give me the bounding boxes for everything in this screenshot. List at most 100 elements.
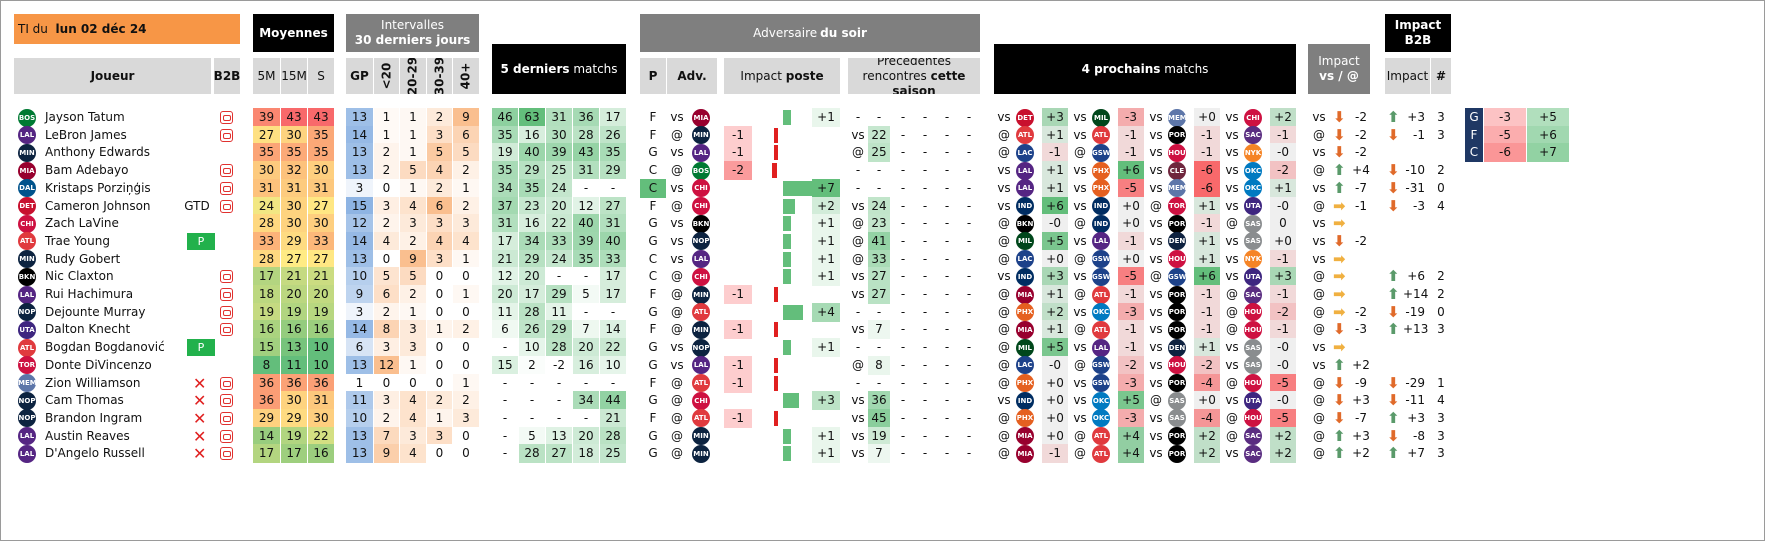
impact-vs-arrow: ➡: [1333, 302, 1346, 321]
last-game-score: 2: [519, 355, 545, 375]
last-game-score: 5: [573, 285, 599, 304]
count-30-39: 3: [427, 125, 452, 145]
next-opponent-logo: UTA: [1244, 267, 1262, 286]
prev-location: vs: [851, 322, 865, 337]
next-location: vs: [1225, 145, 1239, 160]
avg-season: 27: [308, 196, 334, 216]
prev-empty: -: [922, 322, 928, 337]
last-game-score: -: [492, 444, 518, 464]
status-badge: [180, 214, 214, 233]
impact-vs-location: @: [1313, 410, 1325, 425]
impact-vs-arrow: ⬇: [1333, 373, 1346, 392]
impact-vs-value: -2: [1355, 304, 1367, 319]
last-game-score: 26: [600, 125, 626, 145]
last-game-score: 31: [573, 161, 599, 181]
prev-location: -: [855, 304, 861, 319]
avg-season: 27: [308, 249, 334, 269]
last-game-score: 40: [573, 214, 599, 234]
next-impact: -2: [1118, 355, 1144, 375]
opponent-logo: MIA: [692, 108, 710, 127]
impact-b2b-arrow: ⬇: [1387, 426, 1400, 445]
avg-15m: 30: [281, 196, 307, 216]
impact-b2b-value: +14: [1403, 287, 1429, 301]
team-logo: TOR: [18, 356, 36, 375]
opponent-logo: MIN: [692, 285, 710, 304]
next-opponent-logo: POR: [1168, 126, 1186, 145]
next-location: @: [998, 375, 1010, 390]
next4-header: 4 prochains matchs: [994, 44, 1296, 94]
next-opponent-logo: MIA: [1016, 285, 1034, 304]
position: G: [648, 393, 658, 408]
count-lt20: 3: [374, 338, 399, 358]
impact-b2b-value: -11: [1405, 393, 1425, 408]
next-opponent-logo: GSW: [1168, 267, 1186, 286]
team-logo: NOP: [18, 303, 36, 322]
impact-poste-value: +1: [812, 231, 840, 251]
prev-empty: -: [944, 180, 950, 195]
prev-score: 33: [868, 249, 890, 269]
impact-vs-location: @: [1313, 428, 1325, 443]
impact-vs-value: -2: [1355, 127, 1367, 142]
next-location: vs: [1149, 428, 1163, 443]
count-20-29: 9: [400, 249, 426, 269]
player-name: Bogdan Bogdanović: [45, 340, 165, 355]
next-location: vs: [1225, 357, 1239, 372]
impact-poste-value: +1: [812, 338, 840, 358]
impact-b2b-count: 0: [1437, 180, 1445, 195]
next-location: vs: [997, 110, 1011, 124]
avg-season: 10: [308, 338, 334, 358]
next-opponent-logo: MIA: [1016, 427, 1034, 446]
next-impact: -1: [1270, 320, 1296, 340]
count-20-29: 4: [400, 391, 426, 411]
next-impact: -6: [1194, 161, 1220, 181]
impact-vs-value: -1: [1355, 198, 1367, 213]
impact-b2b-arrow: ⬆: [1387, 267, 1400, 286]
last-game-score: -: [600, 178, 626, 198]
next-location: @: [1074, 145, 1086, 160]
impact-b2b-arrow: ⬆: [1387, 444, 1400, 463]
prev-empty: -: [966, 410, 972, 425]
prev-empty: -: [922, 446, 928, 461]
team-logo: BOS: [18, 108, 36, 127]
impact-bar: [783, 428, 791, 444]
next-impact: +3: [1042, 108, 1068, 127]
location: vs: [670, 340, 684, 355]
prev-empty: -: [900, 446, 906, 461]
next-opponent-logo: IND: [1092, 197, 1110, 215]
player-name: Cam Thomas: [45, 393, 124, 408]
avg-5m: 28: [253, 214, 280, 234]
legend-min: -3: [1484, 108, 1526, 127]
prev-empty: -: [922, 269, 928, 284]
position: G: [648, 446, 658, 461]
next-location: @: [1150, 269, 1162, 284]
prev-score: -: [876, 163, 882, 178]
next-impact: -5: [1270, 373, 1296, 393]
next-impact: -1: [1270, 285, 1296, 304]
next-impact: +3: [1270, 267, 1296, 287]
impact-vs-value: +2: [1352, 446, 1370, 461]
prev-empty: -: [900, 375, 906, 390]
next-impact: -1: [1194, 320, 1220, 340]
next-location: vs: [1149, 340, 1163, 355]
next-impact: -1: [1194, 285, 1220, 304]
b2b-icon: [220, 181, 233, 195]
last-game-score: -: [492, 408, 518, 428]
impact-vs-location: @: [1313, 322, 1325, 337]
next-location: vs: [1149, 145, 1163, 160]
impact-b2b-value: +3: [1407, 110, 1425, 124]
location: vs: [670, 110, 684, 124]
impact-poste-value: -1: [724, 125, 752, 145]
joueur-header: Joueur: [14, 58, 211, 94]
prev-empty: -: [966, 127, 972, 142]
prev-empty: -: [900, 304, 906, 319]
count-lt20: 2: [374, 408, 399, 428]
last-game-score: 44: [600, 391, 626, 411]
next-location: vs: [1225, 127, 1239, 142]
next-opponent-logo: GSW: [1092, 267, 1110, 286]
avg-15m: 29: [281, 231, 307, 251]
last-game-score: 34: [573, 391, 599, 411]
team-logo: DAL: [18, 179, 36, 198]
last-game-score: 28: [519, 444, 545, 464]
impact-vs-arrow: ⬆: [1333, 444, 1346, 463]
last-game-score: 6: [492, 320, 518, 340]
